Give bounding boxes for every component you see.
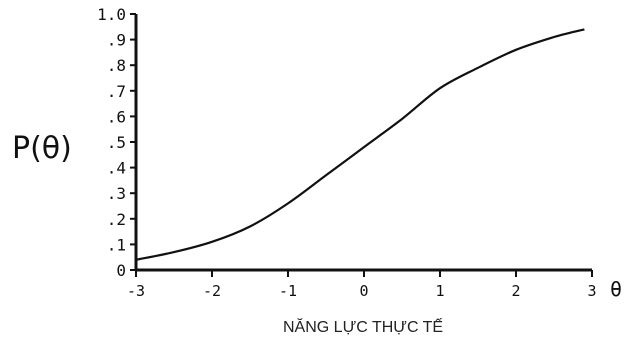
y-tick-label: .7 (107, 82, 126, 101)
y-tick-label: .5 (107, 133, 126, 152)
y-tick-label: 1.0 (97, 5, 126, 24)
x-axis-label: NĂNG LỰC THỰC TẾ (283, 317, 443, 336)
x-tick-label: -2 (203, 282, 221, 300)
ticks: -3 -2 -1 0 1 2 3 0 .1 .2 .3 .4 .5 .6 .7 .8 .9 1.0 (97, 5, 596, 300)
y-tick-label: .3 (107, 184, 126, 203)
x-tick-label: 3 (587, 282, 596, 300)
axes (134, 14, 592, 272)
y-tick-label: .8 (107, 56, 126, 75)
x-tick-label: -3 (127, 282, 145, 300)
y-tick-label: .2 (107, 210, 126, 229)
y-tick-label: .6 (107, 107, 126, 126)
x-tick-label: 1 (435, 282, 444, 300)
x-axis-symbol: θ (610, 277, 622, 301)
y-tick-label: .9 (107, 31, 126, 50)
y-axis-label: P(θ) (12, 131, 72, 166)
x-tick-label: -1 (279, 282, 297, 300)
x-tick-label: 2 (511, 282, 520, 300)
series-layer (135, 28, 585, 261)
x-tick-label: 0 (359, 282, 368, 300)
y-tick-label: .4 (107, 159, 126, 178)
series-line-0 (135, 28, 585, 261)
y-tick-label: 0 (116, 261, 126, 280)
y-tick-label: .1 (107, 235, 126, 254)
